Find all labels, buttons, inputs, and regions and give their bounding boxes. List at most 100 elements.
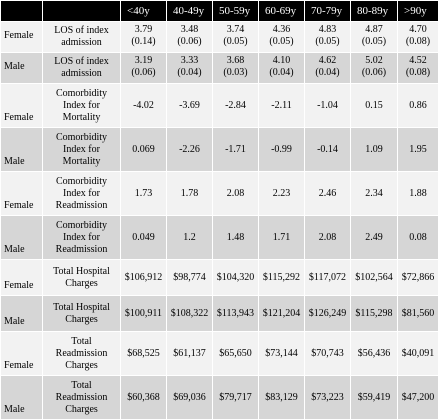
value-cell: 0.049 <box>120 215 167 260</box>
value-cell: 3.19 (0.06) <box>120 52 167 84</box>
std-error-value: (0.05) <box>269 36 294 47</box>
value-cell: 0.08 <box>397 215 439 260</box>
value-cell: $100,911 <box>120 295 167 332</box>
value-cell: 4.62 (0.04) <box>304 52 351 84</box>
std-error-value: (0.08) <box>405 36 431 47</box>
value-cell: $56,436 <box>350 331 398 376</box>
table-row: Female Comorbidity Index for Readmission 1… <box>0 171 439 216</box>
value-cell: -2.11 <box>258 83 305 128</box>
value-cell: 4.70 (0.08) <box>397 21 439 53</box>
value-cell: -1.71 <box>212 127 259 172</box>
value-cell: 2.34 <box>350 171 398 216</box>
table-row: Male Comorbidity Index for Readmission 0.0… <box>0 215 439 260</box>
table-row: Male Comorbidity Index for Mortality 0.069… <box>0 127 439 172</box>
std-error-value: (0.14) <box>131 36 156 47</box>
sex-cell: Female <box>0 171 43 216</box>
value-cell: 1.78 <box>166 171 213 216</box>
value-cell: 3.74 (0.05) <box>212 21 259 53</box>
value-cell: 1.95 <box>397 127 439 172</box>
std-error-value: (0.03) <box>223 67 248 78</box>
value-cell: $81,560 <box>397 295 439 332</box>
value-cell: $115,292 <box>258 259 305 296</box>
table-row: Male Total Readmission Charges $60,368 $69,… <box>0 375 439 420</box>
value-cell: -2.26 <box>166 127 213 172</box>
value-cell: $113,943 <box>212 295 259 332</box>
value-cell: 0.86 <box>397 83 439 128</box>
metric-cell: Total Readmission Charges <box>42 331 121 376</box>
value-cell: 2.08 <box>304 215 351 260</box>
value-cell: $102,564 <box>350 259 398 296</box>
mean-value: 3.48 <box>180 24 199 35</box>
table-row: Male Total Hospital Charges $100,911 $108,3… <box>0 295 439 332</box>
value-cell: $59,419 <box>350 375 398 420</box>
header-cell-age-80-89: 80-89y <box>350 0 398 22</box>
mean-value: 4.52 <box>409 55 427 66</box>
mean-value: 4.36 <box>272 24 291 35</box>
value-cell: $117,072 <box>304 259 351 296</box>
value-cell: -0.14 <box>304 127 351 172</box>
table-row: Female LOS of index admission 3.79 (0.14) 3.… <box>0 21 439 53</box>
value-cell: $70,743 <box>304 331 351 376</box>
metric-cell: Comorbidity Index for Readmission <box>42 215 121 260</box>
value-cell: $79,717 <box>212 375 259 420</box>
value-cell: $108,322 <box>166 295 213 332</box>
sex-cell: Female <box>0 21 43 53</box>
header-cell-sex <box>0 0 43 22</box>
value-cell: 4.10 (0.04) <box>258 52 305 84</box>
value-cell: -2.84 <box>212 83 259 128</box>
header-cell-age-40-49: 40-49y <box>166 0 213 22</box>
value-cell: -4.02 <box>120 83 167 128</box>
value-cell: 3.48 (0.06) <box>166 21 213 53</box>
mean-value: 3.68 <box>226 55 245 66</box>
header-row: <40y 40-49y 50-59y 60-69y 70-79y 80-89y … <box>0 0 439 22</box>
value-cell: 1.2 <box>166 215 213 260</box>
value-cell: 4.52 (0.08) <box>397 52 439 84</box>
value-cell: 4.87 (0.05) <box>350 21 398 53</box>
value-cell: $73,223 <box>304 375 351 420</box>
value-cell: -1.04 <box>304 83 351 128</box>
sex-cell: Male <box>0 127 43 172</box>
sex-cell: Male <box>0 375 43 420</box>
value-cell: $47,200 <box>397 375 439 420</box>
table-body: Female LOS of index admission 3.79 (0.14) 3.… <box>0 21 439 420</box>
value-cell: 5.02 (0.06) <box>350 52 398 84</box>
header-cell-age-50-59: 50-59y <box>212 0 259 22</box>
metric-cell: Comorbidity Index for Readmission <box>42 171 121 216</box>
std-error-value: (0.04) <box>177 67 202 78</box>
value-cell: 1.88 <box>397 171 439 216</box>
value-cell: $61,137 <box>166 331 213 376</box>
mean-value: 4.87 <box>365 24 383 35</box>
value-cell: 0.069 <box>120 127 167 172</box>
header-cell-age-60-69: 60-69y <box>258 0 305 22</box>
value-cell: 2.49 <box>350 215 398 260</box>
std-error-value: (0.04) <box>269 67 294 78</box>
sex-cell: Male <box>0 295 43 332</box>
value-cell: 4.36 (0.05) <box>258 21 305 53</box>
std-error-value: (0.04) <box>315 67 340 78</box>
value-cell: $40,091 <box>397 331 439 376</box>
sex-cell: Male <box>0 215 43 260</box>
value-cell: $98,774 <box>166 259 213 296</box>
std-error-value: (0.05) <box>361 36 387 47</box>
std-error-value: (0.08) <box>405 67 431 78</box>
mean-value: 3.19 <box>134 55 153 66</box>
value-cell: 1.71 <box>258 215 305 260</box>
std-error-value: (0.06) <box>361 67 387 78</box>
table-row: Female Total Readmission Charges $68,525 $6… <box>0 331 439 376</box>
header-cell-age-70-79: 70-79y <box>304 0 351 22</box>
std-error-value: (0.06) <box>131 67 156 78</box>
value-cell: 2.23 <box>258 171 305 216</box>
metric-cell: Total Readmission Charges <box>42 375 121 420</box>
value-cell: 0.15 <box>350 83 398 128</box>
sex-cell: Male <box>0 52 43 84</box>
value-cell: 1.73 <box>120 171 167 216</box>
value-cell: $83,129 <box>258 375 305 420</box>
mean-value: 4.62 <box>318 55 337 66</box>
metric-cell: LOS of index admission <box>42 21 121 53</box>
mean-value: 3.33 <box>180 55 199 66</box>
header-cell-metric <box>42 0 121 22</box>
value-cell: 3.68 (0.03) <box>212 52 259 84</box>
value-cell: 3.79 (0.14) <box>120 21 167 53</box>
table-row: Male LOS of index admission 3.19 (0.06) 3.33… <box>0 52 439 84</box>
